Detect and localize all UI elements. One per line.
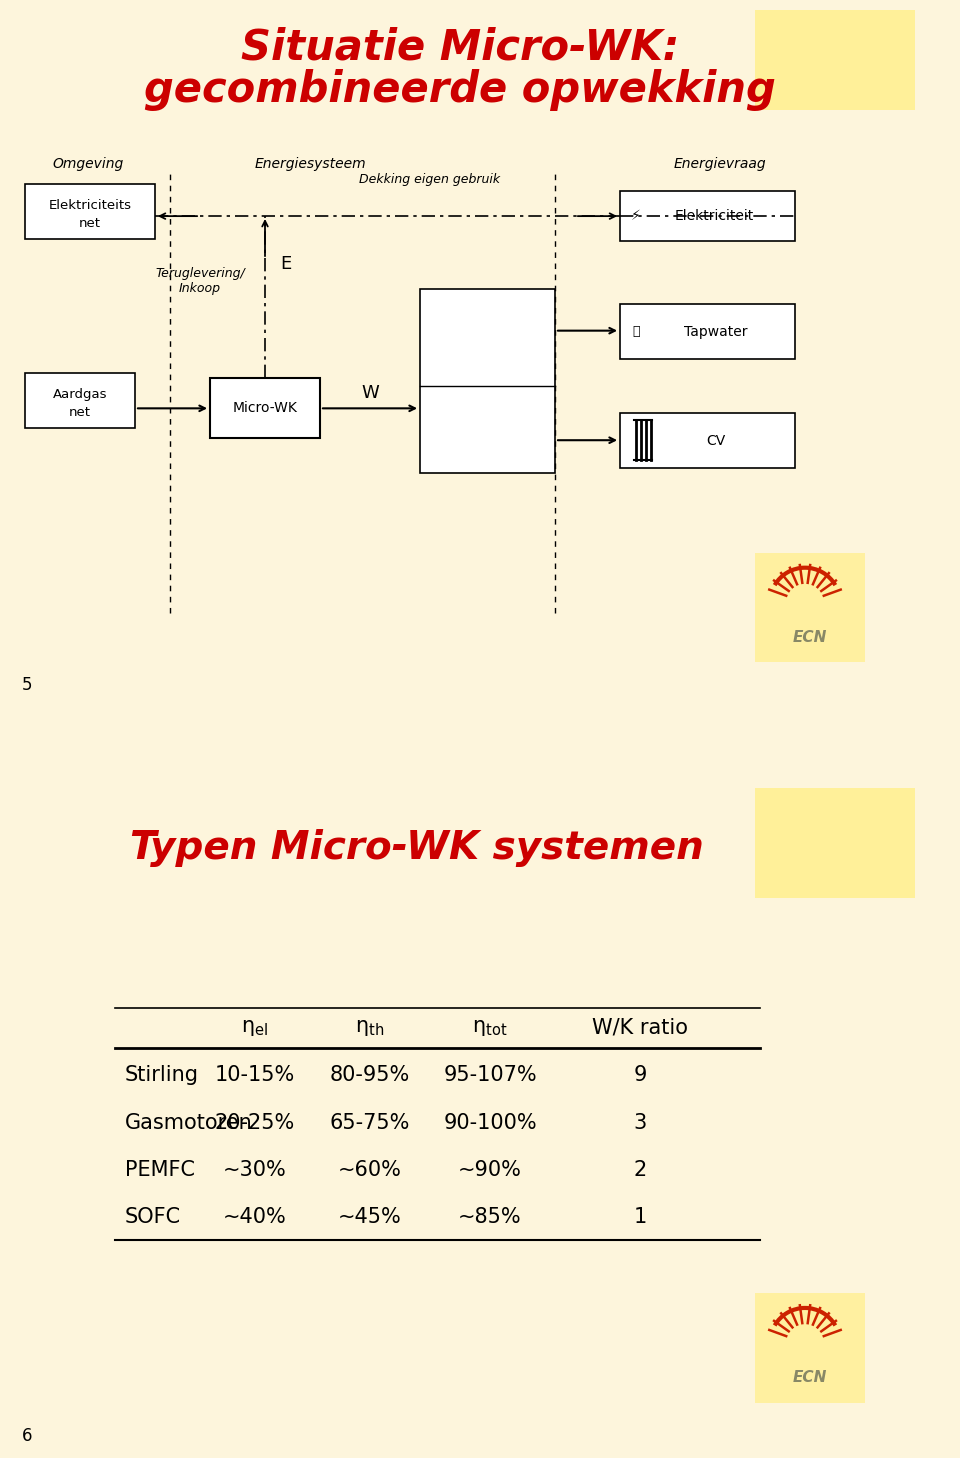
Text: E: E bbox=[280, 255, 291, 273]
Text: Stirling: Stirling bbox=[125, 1064, 199, 1085]
Text: ECN: ECN bbox=[793, 1371, 828, 1385]
Bar bbox=[25, 184, 155, 239]
Bar bbox=[420, 289, 555, 472]
Text: 80-95%: 80-95% bbox=[330, 1064, 410, 1085]
Text: $\mathregular{\eta_{tot}}$: $\mathregular{\eta_{tot}}$ bbox=[472, 1018, 508, 1038]
Text: Elektriciteit: Elektriciteit bbox=[674, 208, 754, 223]
Bar bbox=[210, 379, 320, 439]
Text: ~30%: ~30% bbox=[223, 1161, 287, 1180]
Text: W: W bbox=[361, 385, 379, 402]
Text: 95-107%: 95-107% bbox=[444, 1064, 537, 1085]
Text: Elektriciteits: Elektriciteits bbox=[49, 198, 132, 211]
Text: 65-75%: 65-75% bbox=[330, 1112, 410, 1133]
Bar bbox=[755, 10, 915, 109]
Text: 9: 9 bbox=[634, 1064, 647, 1085]
Text: gecombineerde opwekking: gecombineerde opwekking bbox=[144, 69, 776, 111]
Text: Inkoop: Inkoop bbox=[179, 283, 221, 296]
Text: ~40%: ~40% bbox=[223, 1207, 287, 1228]
Text: ~85%: ~85% bbox=[458, 1207, 522, 1228]
Text: ECN: ECN bbox=[793, 630, 828, 644]
Text: CV: CV bbox=[707, 434, 726, 448]
Text: Aardgas: Aardgas bbox=[53, 388, 108, 401]
Text: 6: 6 bbox=[22, 1427, 33, 1445]
Text: 2: 2 bbox=[634, 1161, 647, 1180]
Text: ⚡: ⚡ bbox=[631, 208, 641, 223]
Bar bbox=[25, 373, 135, 429]
Text: $\mathregular{\eta_{th}}$: $\mathregular{\eta_{th}}$ bbox=[355, 1018, 385, 1038]
Text: 20-25%: 20-25% bbox=[215, 1112, 295, 1133]
Text: net: net bbox=[69, 405, 91, 418]
Text: Omgeving: Omgeving bbox=[53, 157, 124, 172]
Text: 5: 5 bbox=[22, 677, 33, 694]
Bar bbox=[755, 553, 865, 662]
Text: 1: 1 bbox=[634, 1207, 647, 1228]
Text: ~90%: ~90% bbox=[458, 1161, 522, 1180]
Text: ~45%: ~45% bbox=[338, 1207, 402, 1228]
Bar bbox=[755, 1293, 865, 1403]
Text: SOFC: SOFC bbox=[125, 1207, 181, 1228]
Bar bbox=[620, 413, 795, 468]
Text: Energievraag: Energievraag bbox=[674, 157, 766, 172]
Text: net: net bbox=[79, 217, 101, 229]
Text: PEMFC: PEMFC bbox=[125, 1161, 195, 1180]
Text: Gasmotoren: Gasmotoren bbox=[125, 1112, 252, 1133]
Text: $\mathregular{\eta_{el}}$: $\mathregular{\eta_{el}}$ bbox=[241, 1018, 269, 1038]
Text: Typen Micro-WK systemen: Typen Micro-WK systemen bbox=[130, 828, 704, 868]
Text: 🚿: 🚿 bbox=[633, 325, 639, 338]
Text: Tapwater: Tapwater bbox=[684, 325, 748, 338]
Text: 10-15%: 10-15% bbox=[215, 1064, 295, 1085]
Text: Energiesysteem: Energiesysteem bbox=[254, 157, 366, 172]
Text: Micro-WK: Micro-WK bbox=[232, 401, 298, 416]
Text: ~60%: ~60% bbox=[338, 1161, 402, 1180]
Bar bbox=[620, 303, 795, 359]
Bar bbox=[755, 787, 915, 898]
Bar bbox=[620, 191, 795, 241]
Text: Teruglevering/: Teruglevering/ bbox=[156, 267, 245, 280]
Text: 90-100%: 90-100% bbox=[444, 1112, 537, 1133]
Text: 3: 3 bbox=[634, 1112, 647, 1133]
Text: W/K ratio: W/K ratio bbox=[592, 1018, 688, 1038]
Text: Dekking eigen gebruik: Dekking eigen gebruik bbox=[359, 172, 500, 185]
Text: Situatie Micro-WK:: Situatie Micro-WK: bbox=[241, 26, 679, 69]
